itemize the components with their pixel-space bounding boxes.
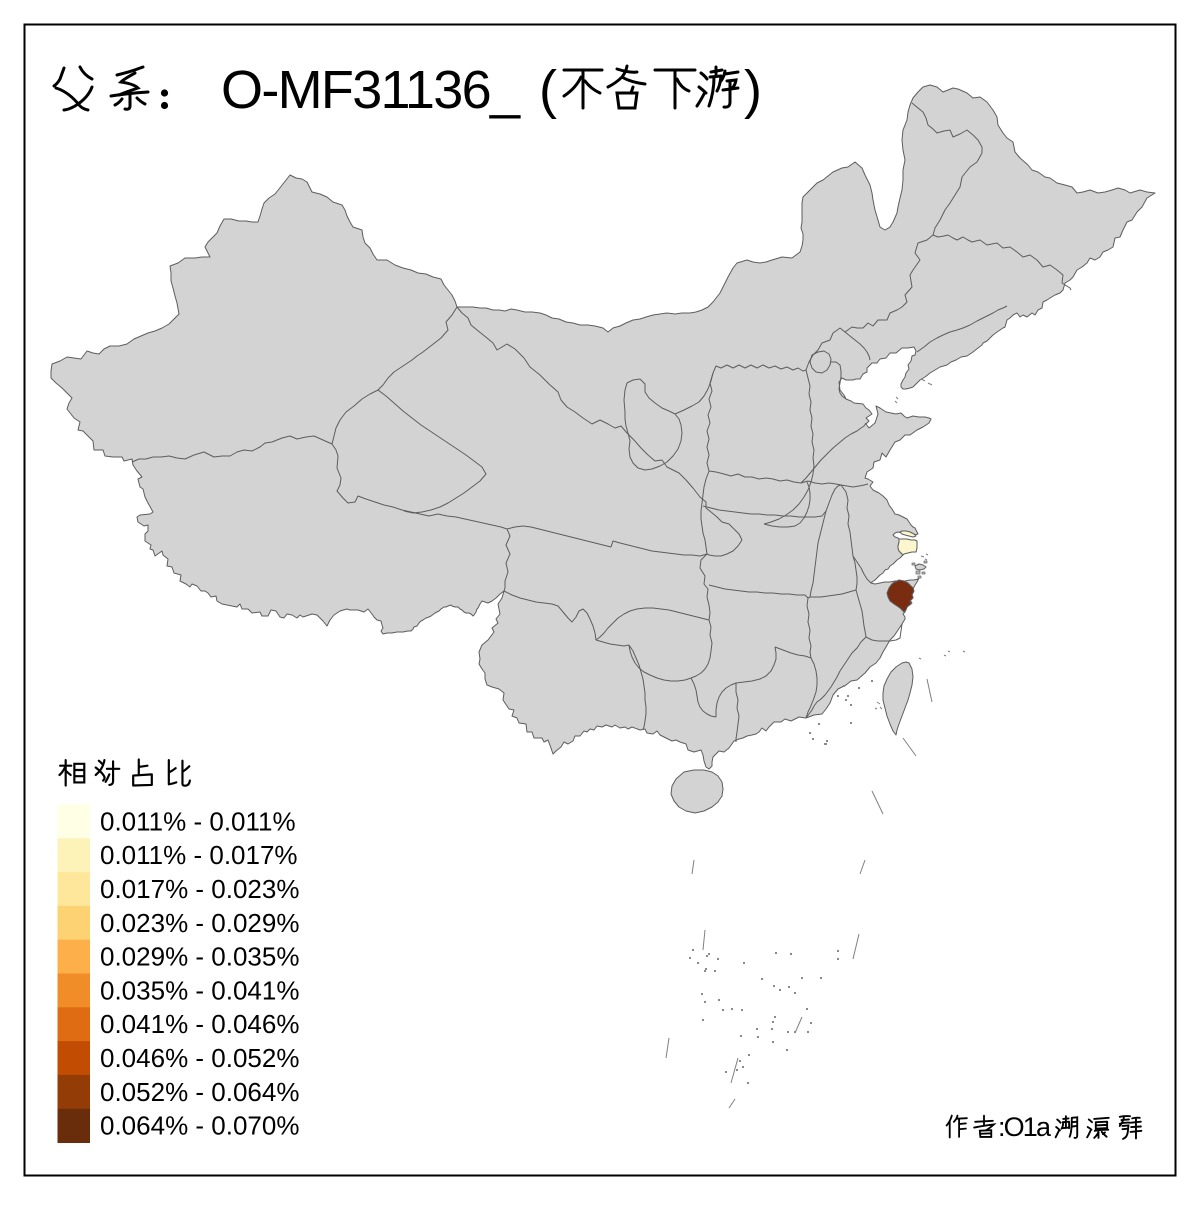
- svg-text:0.035% - 0.041%: 0.035% - 0.041%: [100, 975, 299, 1005]
- svg-text:0.052% - 0.064%: 0.052% - 0.064%: [100, 1077, 299, 1107]
- svg-text:): ): [744, 60, 762, 120]
- svg-text:0.064% - 0.070%: 0.064% - 0.070%: [100, 1111, 299, 1141]
- svg-text:(: (: [539, 60, 557, 120]
- svg-text:0.046% - 0.052%: 0.046% - 0.052%: [100, 1043, 299, 1073]
- svg-text::O1a: :O1a: [998, 1112, 1052, 1142]
- svg-text:O-MF31136_: O-MF31136_: [221, 60, 521, 120]
- svg-text:0.041% - 0.046%: 0.041% - 0.046%: [100, 1009, 299, 1039]
- svg-text:0.023% - 0.029%: 0.023% - 0.029%: [100, 908, 299, 938]
- svg-text:0.011% - 0.011%: 0.011% - 0.011%: [100, 806, 296, 836]
- svg-text:0.017% - 0.023%: 0.017% - 0.023%: [100, 874, 299, 904]
- svg-text:0.011% - 0.017%: 0.011% - 0.017%: [100, 840, 298, 870]
- svg-text:0.029% - 0.035%: 0.029% - 0.035%: [100, 942, 299, 972]
